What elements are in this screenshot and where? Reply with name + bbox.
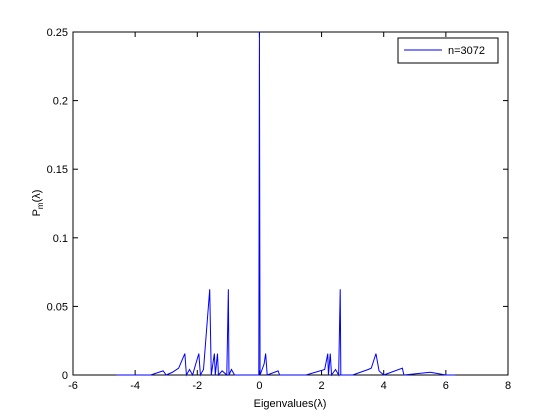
plot-area bbox=[72, 31, 509, 376]
y-axis-label: Pm(λ) bbox=[31, 190, 45, 217]
x-tick-label: -2 bbox=[192, 380, 202, 392]
x-tick-label: -6 bbox=[68, 380, 78, 392]
x-tick-label: 2 bbox=[319, 380, 325, 392]
legend-label: n=3072 bbox=[448, 45, 485, 57]
x-tick-label: 0 bbox=[256, 380, 262, 392]
y-tick-label: 0.05 bbox=[47, 301, 68, 313]
y-tick-label: 0.25 bbox=[47, 27, 68, 39]
x-tick-label: 6 bbox=[443, 380, 449, 392]
data-line bbox=[116, 31, 456, 377]
x-tick-label: -4 bbox=[130, 380, 140, 392]
y-tick-label: 0.2 bbox=[53, 96, 68, 108]
y-tick-label: 0 bbox=[62, 370, 68, 382]
x-tick-label: 4 bbox=[381, 380, 387, 392]
x-axis-label: Eigenvalues(λ) bbox=[254, 398, 327, 410]
x-tick-label: 8 bbox=[505, 380, 511, 392]
y-tick-label: 0.1 bbox=[53, 233, 68, 245]
y-tick-label: 0.15 bbox=[47, 164, 68, 176]
